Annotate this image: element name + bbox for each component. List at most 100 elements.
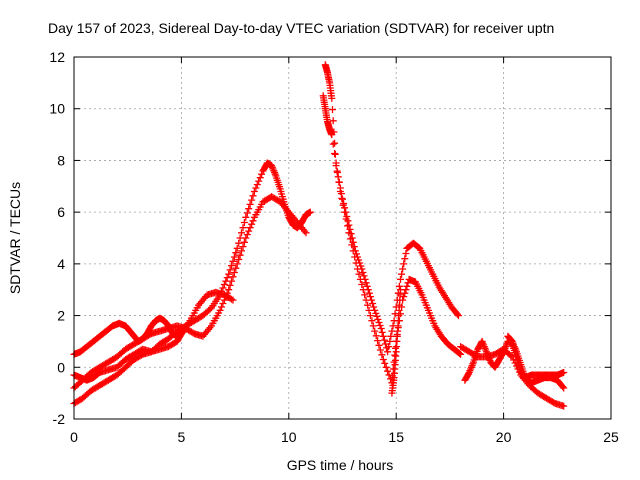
data-point (256, 174, 264, 182)
x-tick-labels: 0 5 10 15 20 25 (70, 429, 619, 445)
data-points (70, 61, 568, 410)
y-tick-label: 12 (49, 49, 65, 65)
data-point (397, 286, 404, 294)
chart-title: Day 157 of 2023, Sidereal Day-to-day VTE… (48, 20, 554, 36)
data-point (242, 234, 250, 242)
data-point (560, 369, 568, 376)
data-point (258, 170, 266, 178)
plot-frame (73, 56, 612, 420)
data-point (336, 188, 344, 195)
data-point (357, 262, 365, 270)
data-point (243, 231, 251, 239)
data-point (378, 328, 386, 336)
data-point (240, 219, 248, 226)
data-point (230, 269, 238, 276)
data-point (233, 244, 241, 252)
data-point (560, 384, 568, 392)
data-point (344, 222, 351, 230)
data-point (238, 229, 245, 237)
data-point (328, 94, 336, 102)
data-point (508, 353, 516, 361)
data-point (223, 274, 231, 282)
y-tick-label: 8 (57, 152, 65, 168)
data-point (372, 332, 380, 340)
data-point (375, 341, 383, 349)
data-point (229, 273, 237, 281)
data-point (233, 260, 241, 268)
data-point (245, 227, 253, 235)
data-point (366, 312, 374, 320)
data-point (338, 194, 346, 202)
data-point (335, 178, 343, 186)
y-tick-label: 2 (57, 308, 65, 324)
data-point (339, 195, 346, 203)
data-point (302, 229, 310, 237)
data-point (243, 209, 251, 217)
data-point (342, 215, 350, 223)
data-point (354, 265, 361, 273)
data-point (329, 106, 336, 114)
data-point (399, 265, 407, 273)
data-point (239, 243, 247, 251)
data-point (359, 286, 367, 294)
data-point (250, 188, 258, 195)
data-point (365, 306, 373, 314)
data-point (377, 325, 385, 332)
data-point (341, 208, 349, 216)
data-point (249, 217, 257, 225)
data-point (229, 296, 237, 304)
data-point (352, 259, 360, 267)
data-point (401, 255, 409, 263)
x-tick-label: 25 (603, 429, 619, 445)
data-point (332, 159, 340, 167)
data-point (245, 205, 253, 213)
data-point (379, 332, 387, 340)
data-point (346, 235, 354, 243)
data-point (235, 256, 243, 263)
data-point (365, 289, 373, 297)
data-point (378, 351, 386, 359)
y-tick-label: 4 (57, 256, 65, 272)
data-point (249, 192, 257, 200)
data-point (559, 383, 567, 391)
data-point (360, 272, 368, 280)
data-point (374, 315, 382, 323)
data-point (386, 337, 394, 345)
data-point (252, 184, 260, 192)
data-point (248, 220, 256, 228)
data-point (339, 201, 347, 209)
y-tick-labels: -2 0 2 4 6 8 10 12 (49, 49, 65, 427)
x-tick-label: 15 (388, 429, 404, 445)
data-point (401, 289, 409, 297)
x-axis-title: GPS time / hours (287, 457, 394, 473)
data-point (560, 402, 568, 410)
data-point (232, 264, 240, 272)
data-point (403, 282, 411, 290)
data-point (228, 277, 235, 285)
y-axis-title: SDTVAR / TECUs (7, 182, 23, 294)
y-tick-label: -2 (53, 411, 66, 427)
data-point (328, 131, 336, 139)
y-tick-label: 10 (49, 101, 65, 117)
x-tick-label: 20 (496, 429, 512, 445)
data-point (364, 301, 372, 309)
data-point (398, 270, 406, 278)
data-point (220, 281, 228, 288)
data-point (232, 249, 240, 257)
data-point (345, 229, 353, 237)
x-tick-label: 10 (281, 429, 297, 445)
data-point (334, 169, 341, 176)
data-point (370, 303, 378, 311)
data-point (375, 319, 383, 326)
data-point (242, 213, 250, 221)
x-tick-label: 0 (70, 429, 78, 445)
data-point (400, 260, 408, 268)
data-point (457, 350, 465, 358)
data-point (387, 332, 395, 340)
data-point (381, 359, 389, 367)
data-point (456, 350, 464, 357)
data-point (236, 251, 244, 259)
data-point (351, 253, 359, 261)
data-point (334, 173, 342, 181)
